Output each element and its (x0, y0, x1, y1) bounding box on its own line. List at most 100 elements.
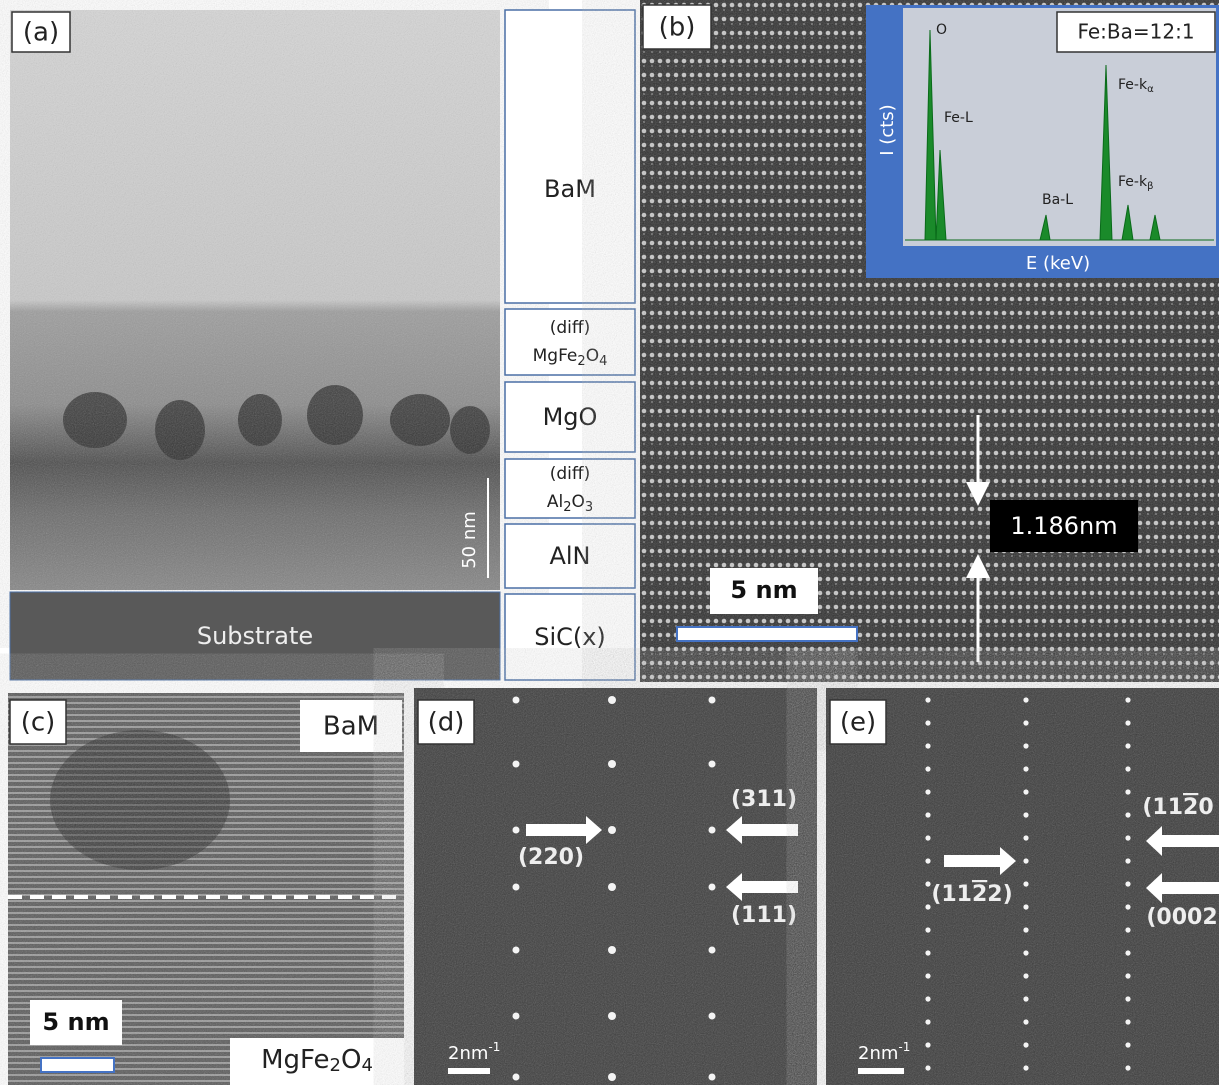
peak-sub: α (1147, 84, 1154, 95)
substrate-label: Substrate (197, 622, 313, 650)
diffraction-spot (1125, 950, 1130, 955)
diffraction-spot (925, 881, 930, 886)
diffraction-spot (1023, 812, 1028, 817)
diffraction-spot (925, 904, 930, 909)
formula-part: MgFe (533, 346, 578, 366)
peak-label: Ba-L (1042, 192, 1073, 208)
diffraction-spot (925, 743, 930, 748)
diffraction-spot (513, 1074, 520, 1081)
index-part: 2) (987, 882, 1012, 907)
diffraction-spot (709, 1013, 716, 1020)
peak-sub: β (1147, 181, 1153, 192)
diffraction-spot (513, 884, 520, 891)
diffraction-spot (1023, 743, 1028, 748)
diffraction-spot (513, 1013, 520, 1020)
panel-label: (b) (659, 13, 696, 43)
formula-part: O (571, 492, 584, 512)
diffraction-spot (1125, 973, 1130, 978)
diffraction-spot (925, 697, 930, 702)
scale-part: 2nm (858, 1043, 898, 1064)
diffraction-spot (1125, 720, 1130, 725)
diffraction-spot (1023, 697, 1028, 702)
peak-part: Ba-L (1042, 192, 1073, 208)
diffraction-spot (1125, 904, 1130, 909)
scale-bar (858, 1068, 904, 1074)
diffraction-spot (1125, 835, 1130, 840)
diffraction-spot (1023, 858, 1028, 863)
diffraction-spot (925, 950, 930, 955)
diffraction-spot (1125, 996, 1130, 1001)
diffraction-spot (925, 1065, 930, 1070)
diffraction-spot (1023, 950, 1028, 955)
scale-part: 2nm (448, 1043, 488, 1064)
diffraction-spot (925, 766, 930, 771)
diffraction-spot (1023, 720, 1028, 725)
layer-label: BaM (544, 175, 596, 203)
layer-label: AlN (549, 542, 590, 570)
diffraction-spot (1125, 1042, 1130, 1047)
formula-sub: 4 (361, 1055, 372, 1076)
diffraction-spot (709, 884, 716, 891)
formula-sub: 2 (330, 1055, 341, 1076)
layer-label: MgFe2O4 (533, 346, 608, 369)
diffraction-spot (1023, 1065, 1028, 1070)
spot-label: (0002 (1146, 905, 1217, 930)
diffraction-spot (925, 1042, 930, 1047)
layer-label: MgFe2O4 (261, 1045, 373, 1077)
diffraction-spot (608, 760, 616, 768)
diffraction-spot (1125, 858, 1130, 863)
diffraction-spot (1023, 927, 1028, 932)
layer-label: MgO (543, 403, 598, 431)
diffraction-spot (608, 946, 616, 954)
formula-part: O (341, 1045, 361, 1075)
diffraction-spot (1023, 1042, 1028, 1047)
diffraction-spot (608, 1073, 616, 1081)
noise (10, 10, 500, 590)
panel-label: (e) (840, 708, 876, 738)
spacing: 1.186nm (1010, 512, 1117, 540)
scale-bar (448, 1068, 490, 1074)
diffraction-spot (1125, 1065, 1130, 1070)
diffraction-spot (925, 927, 930, 932)
scale-label: 5 nm (42, 1008, 109, 1036)
diffraction-spot (1023, 996, 1028, 1001)
diffraction-spot (1125, 766, 1130, 771)
ratio: Fe:Ba=12:1 (1077, 20, 1194, 44)
scale-label: 50 nm (459, 511, 480, 569)
layer-note: (diff) (550, 318, 591, 338)
index-bar: 2 (1183, 795, 1198, 820)
diffraction-spot (513, 761, 520, 768)
figure: 50 nm (a) Substrate BaM (diff) MgFe2O4 M… (0, 0, 1219, 1085)
layer-box (505, 10, 635, 303)
diffraction-spot (1125, 743, 1130, 748)
index-part: (11 (1142, 795, 1183, 820)
index-part: 0 (1198, 795, 1213, 820)
diffraction-spot (709, 761, 716, 768)
spot-label: (220) (518, 845, 584, 870)
peak-label: Fe-L (944, 110, 973, 126)
diffraction-spot (709, 697, 716, 704)
spot-label: (1120 (1142, 795, 1213, 820)
diffraction-spot (1023, 881, 1028, 886)
layer-note: (diff) (550, 464, 591, 484)
diffraction-spot (709, 827, 716, 834)
formula-part: Al (547, 492, 563, 512)
index-part: (11 (931, 882, 972, 907)
formula-sub: 2 (577, 354, 585, 369)
diffraction-spot (1125, 927, 1130, 932)
diffraction-spot (513, 947, 520, 954)
diffraction-spot (513, 697, 520, 704)
diffraction-spot (709, 1074, 716, 1081)
diffraction-spot (925, 812, 930, 817)
peak-label: O (936, 22, 947, 38)
diffraction-spot (1023, 1019, 1028, 1024)
diffraction-spot (608, 696, 616, 704)
layer-label: BaM (323, 712, 379, 742)
diffraction-spot (1023, 766, 1028, 771)
diffraction-spot (608, 1012, 616, 1020)
formula-part: MgFe (261, 1045, 329, 1075)
diffraction-spot (925, 720, 930, 725)
diffraction-spot (925, 789, 930, 794)
x-axis-label: E (keV) (1026, 253, 1090, 274)
diffraction-spot (1125, 1019, 1130, 1024)
